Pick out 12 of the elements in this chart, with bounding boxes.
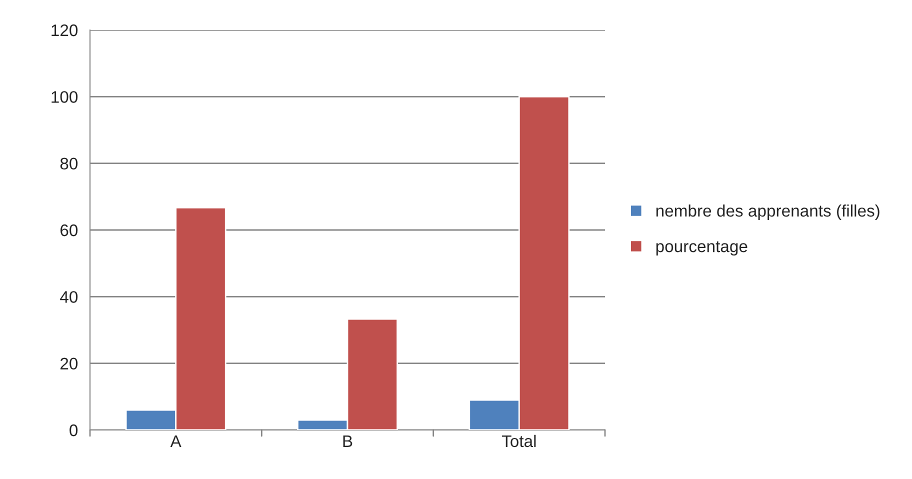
y-tick-label: 40 xyxy=(60,291,78,303)
x-tick-label: Total xyxy=(502,434,536,448)
x-tick-label: B xyxy=(343,435,352,447)
y-tick-label: 60 xyxy=(60,224,78,236)
legend-label: pourcentage xyxy=(656,241,748,256)
y-tick-label: 120 xyxy=(52,24,78,36)
y-tick-label: 100 xyxy=(52,91,78,103)
y-tick-label: 20 xyxy=(60,358,78,370)
y-tick-label: 0 xyxy=(70,424,78,436)
y-tick-label: 80 xyxy=(60,158,78,170)
x-tick-label: A xyxy=(170,435,182,447)
legend-label: nembre des apprenants (filles) xyxy=(656,204,880,220)
